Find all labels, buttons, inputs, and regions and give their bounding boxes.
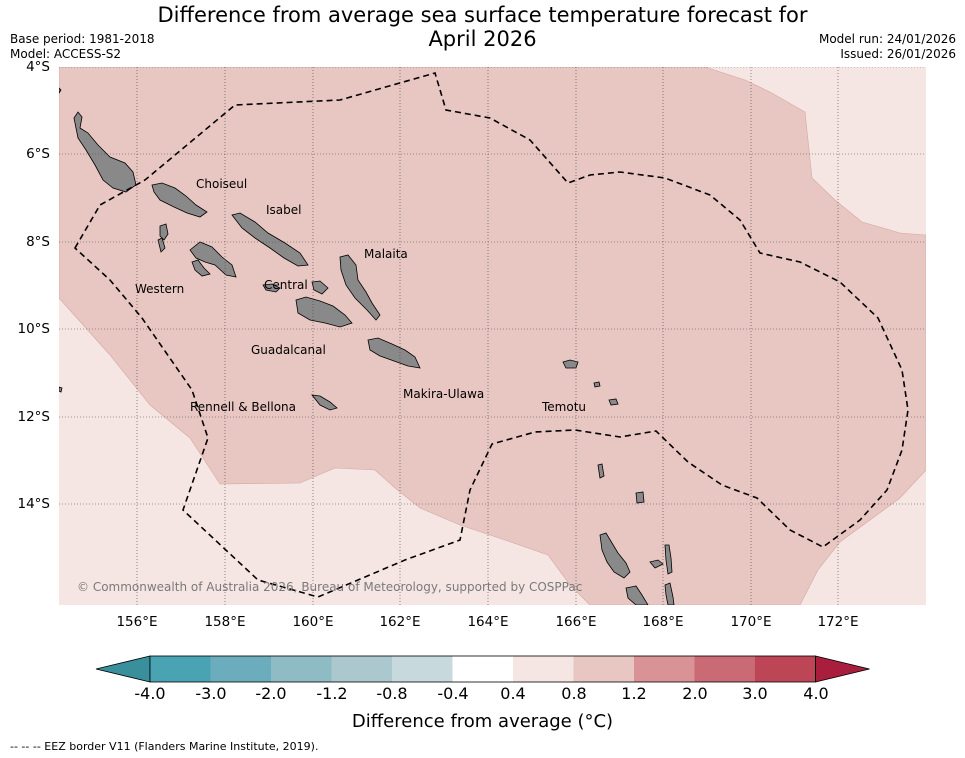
colorbar-segment <box>634 656 695 682</box>
lat-label: 14°S <box>17 496 51 512</box>
western-edge-island <box>59 386 63 393</box>
colorbar-tick: -0.8 <box>376 684 408 703</box>
shortlands-island <box>151 182 208 218</box>
colorbar-segment <box>452 656 513 682</box>
lat-label: 12°S <box>17 409 51 425</box>
lon-label: 168°E <box>642 614 684 630</box>
utupua-island <box>593 381 601 388</box>
banks-islands <box>635 491 645 504</box>
province-label: Malaita <box>364 247 408 261</box>
maewo-island <box>664 544 673 575</box>
colorbar-label: Difference from average (°C) <box>351 711 614 732</box>
colorbar-tick: -4.0 <box>134 684 166 703</box>
meta-left: Base period: 1981-2018 Model: ACCESS-S2 <box>10 32 155 62</box>
land-masses <box>59 87 675 605</box>
map-panel: Choiseul Isabel Malaita Western Central … <box>59 67 926 605</box>
lon-label: 170°E <box>730 614 772 630</box>
province-label: Isabel <box>266 203 301 217</box>
colorbar-tick: 4.0 <box>803 684 829 703</box>
malaita-island <box>339 254 381 321</box>
lon-label: 172°E <box>817 614 859 630</box>
florida-island <box>311 280 329 295</box>
colorbar-tick: 2.0 <box>682 684 708 703</box>
new-georgia-island <box>189 241 237 278</box>
colorbar-segment <box>331 656 392 682</box>
guadalcanal-island <box>295 296 353 328</box>
lon-label: 162°E <box>379 614 421 630</box>
isabel-island <box>231 212 309 267</box>
colorbar-segment <box>271 656 332 682</box>
model-run: Model run: 24/01/2026 <box>818 32 956 46</box>
colorbar-segment <box>755 656 816 682</box>
title-line-2: April 2026 <box>428 27 537 51</box>
colorbar-segment <box>573 656 634 682</box>
province-label: Choiseul <box>196 177 247 191</box>
title-line-1: Difference from average sea surface temp… <box>157 3 808 27</box>
colorbar-tick: -1.2 <box>316 684 348 703</box>
gridlines <box>59 67 926 605</box>
province-label: Western <box>135 282 184 296</box>
russell-island <box>262 283 281 293</box>
kolombangara-island <box>159 223 169 241</box>
lon-label: 166°E <box>555 614 597 630</box>
colorbar-segment <box>513 656 574 682</box>
rennell-island <box>311 394 338 411</box>
issued-date: Issued: 26/01/2026 <box>840 47 956 61</box>
model-name: Model: ACCESS-S2 <box>10 47 122 61</box>
colorbar-tick: 0.4 <box>500 684 526 703</box>
colorbar-segment <box>392 656 453 682</box>
colorbar-tick: 0.8 <box>561 684 587 703</box>
aoba-island <box>649 559 664 569</box>
lat-label: 6°S <box>26 146 50 162</box>
base-period: Base period: 1981-2018 <box>10 32 155 46</box>
lon-label: 160°E <box>292 614 334 630</box>
lon-label: 156°E <box>116 614 158 630</box>
eez-legend-note: -- -- -- EEZ border V11 (Flanders Marine… <box>10 740 319 753</box>
lon-label: 158°E <box>204 614 246 630</box>
lat-label: 10°S <box>17 321 51 337</box>
malekula-island <box>625 585 649 605</box>
colorbar-extend-high <box>815 655 870 683</box>
province-label: Central <box>264 278 308 292</box>
lon-label: 164°E <box>467 614 509 630</box>
colorbar-tick: -2.0 <box>255 684 287 703</box>
choiseul-island <box>73 111 137 193</box>
colorbar-segment <box>150 656 211 682</box>
vanikoro-island <box>608 398 619 406</box>
eez-border <box>73 72 909 598</box>
bougainville-edge <box>59 87 62 94</box>
makira-island <box>367 337 421 369</box>
santa-cruz-island <box>562 359 579 369</box>
pentecost-island <box>664 582 675 605</box>
meta-right: Model run: 24/01/2026 Issued: 26/01/2026 <box>819 32 956 62</box>
province-label: Makira-Ulawa <box>403 387 484 401</box>
espiritu-santo-island <box>599 532 631 579</box>
province-label: Rennell & Bellona <box>190 400 296 414</box>
colorbar-segment <box>694 656 755 682</box>
colorbar-frame <box>149 655 816 683</box>
province-label: Guadalcanal <box>251 343 326 357</box>
rendova-island <box>191 259 211 277</box>
lat-label: 4°S <box>26 59 50 75</box>
torres-islands <box>597 463 605 479</box>
lat-label: 8°S <box>26 234 50 250</box>
colorbar-tick: -3.0 <box>195 684 227 703</box>
colorbar-tick: 3.0 <box>742 684 768 703</box>
anomaly-region-0.8-1.2 <box>59 67 926 605</box>
vella-lavella-island <box>157 237 166 253</box>
chart-title: Difference from average sea surface temp… <box>0 3 965 51</box>
colorbar-segment <box>210 656 271 682</box>
colorbar-extend-low <box>95 655 151 683</box>
colorbar-tick: 1.2 <box>621 684 647 703</box>
colorbar-tick: -0.4 <box>437 684 469 703</box>
copyright-notice: © Commonwealth of Australia 2026, Bureau… <box>77 580 583 594</box>
province-label: Temotu <box>541 400 586 414</box>
